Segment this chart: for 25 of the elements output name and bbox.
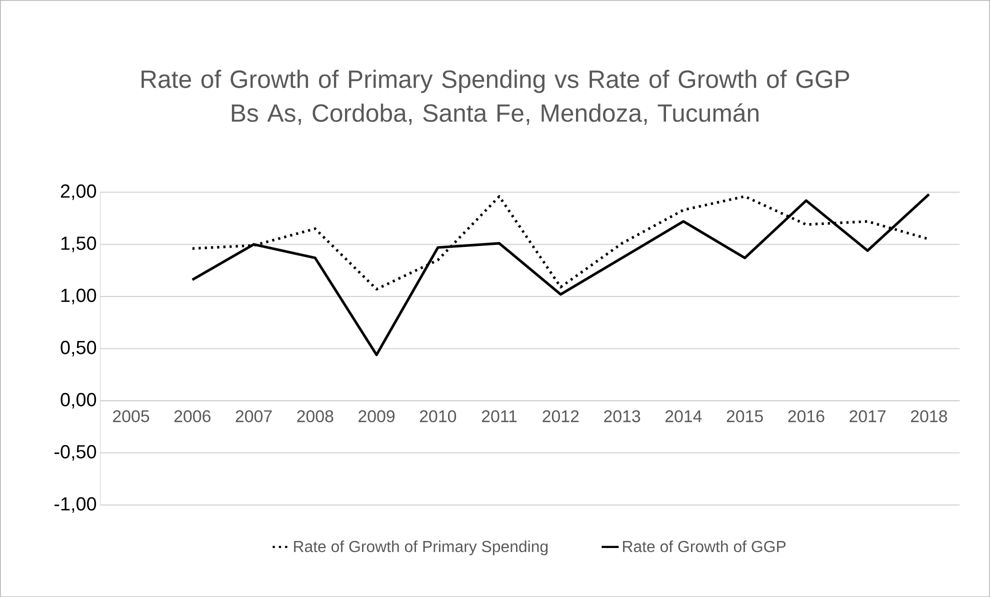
y-tick-label: 1,00	[61, 288, 96, 304]
y-tick-label: -0,50	[54, 444, 96, 461]
legend-label: Rate of Growth of Primary Spending	[294, 540, 548, 556]
y-tick-label: 1,50	[61, 236, 96, 252]
x-tick-label: 2005	[113, 410, 150, 422]
y-tick-label: 2,00	[60, 184, 96, 200]
y-tick-label: -1,00	[54, 497, 96, 513]
chart-title: Rate of Growth of Primary Spending vs Rate of Growth of GGP	[142, 70, 850, 93]
x-tick-label: 2012	[542, 410, 579, 422]
x-tick-label: 2009	[358, 410, 395, 422]
x-tick-label: 2007	[236, 410, 272, 422]
y-tick-label: 0,50	[60, 340, 96, 356]
x-tick-label: 2006	[174, 410, 210, 422]
chart-subtitle: Bs As, Cordoba, Santa Fe, Mendoza, Tucumán	[232, 103, 758, 125]
x-tick-label: 2015	[726, 410, 763, 422]
x-tick-label: 2016	[788, 410, 824, 422]
legend-label: Rate of Growth of GGP	[623, 540, 786, 552]
x-tick-label: 2008	[297, 410, 334, 422]
x-tick-label: 2014	[665, 410, 702, 422]
x-tick-label: 2010	[420, 410, 456, 422]
x-tick-label: 2013	[604, 410, 640, 422]
x-tick-label: 2011	[482, 410, 517, 422]
x-tick-label: 2017	[850, 410, 886, 422]
y-tick-label: 0,00	[60, 392, 96, 408]
x-tick-label: 2018	[910, 410, 948, 422]
